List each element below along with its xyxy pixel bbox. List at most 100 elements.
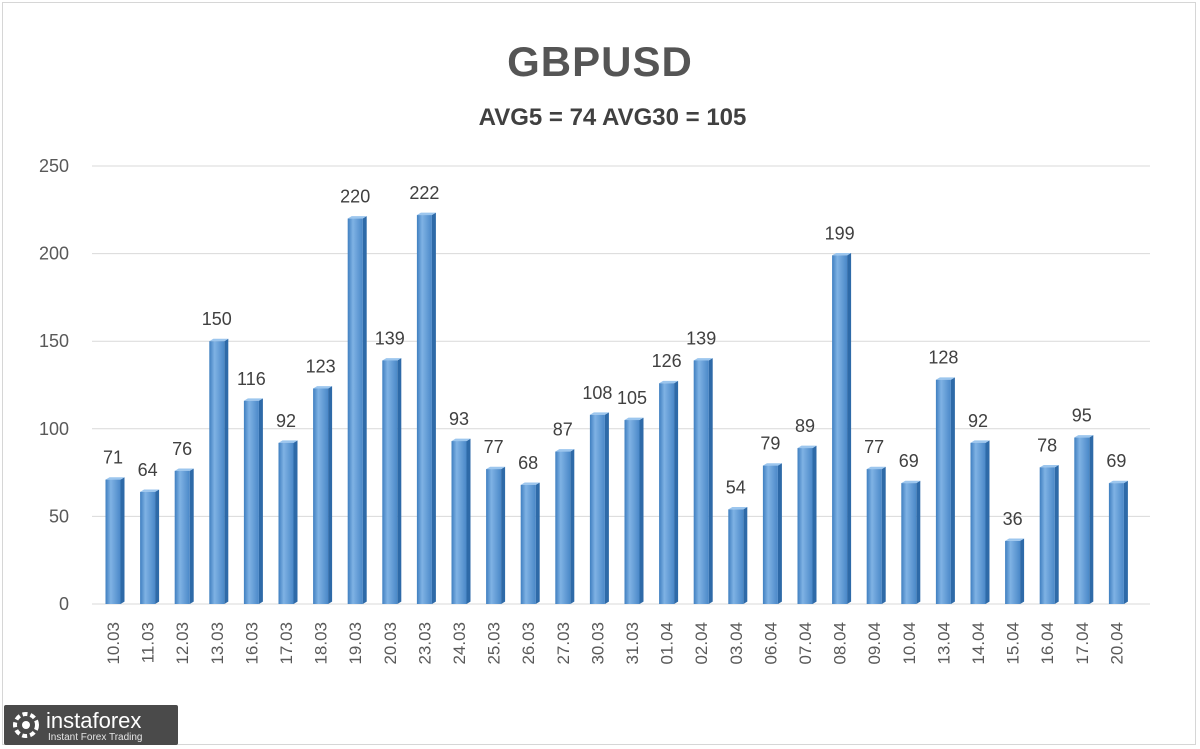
bar-side: [535, 482, 540, 604]
bar: [416, 212, 436, 604]
y-tick-label: 50: [49, 506, 69, 526]
bar: [935, 377, 955, 604]
bar-side: [604, 412, 609, 604]
bar-top: [1039, 464, 1059, 468]
bar: [762, 463, 782, 604]
x-tick-label: 12.03: [173, 622, 192, 665]
bar-top: [105, 477, 125, 480]
bar-top: [555, 449, 575, 452]
bar: [520, 482, 540, 604]
bar-face: [1039, 467, 1055, 604]
data-label: 220: [340, 187, 370, 207]
bar-face: [1005, 540, 1021, 604]
y-tick-label: 250: [39, 156, 69, 176]
bar-face: [347, 218, 363, 604]
bar-side: [743, 506, 748, 604]
bar-side: [570, 449, 575, 604]
bar-face: [313, 388, 329, 604]
x-tick-label: 23.03: [415, 622, 434, 665]
bar: [140, 489, 160, 604]
bar-face: [901, 483, 917, 604]
data-label: 71: [103, 448, 123, 468]
x-tick-label: 17.04: [1073, 622, 1092, 665]
x-tick-label: 25.03: [485, 622, 504, 665]
data-label: 108: [582, 383, 612, 403]
bar-top: [243, 398, 263, 401]
bar-face: [624, 420, 640, 604]
bars: [105, 212, 1128, 605]
data-label: 116: [237, 369, 266, 389]
bar-face: [1108, 483, 1124, 604]
bar-top: [382, 358, 402, 361]
bar-side: [777, 463, 782, 604]
bar-side: [985, 440, 990, 604]
bar-side: [916, 480, 921, 604]
data-label: 126: [652, 351, 682, 371]
bar-face: [416, 215, 432, 604]
bar: [313, 386, 333, 604]
x-tick-label: 16.04: [1038, 622, 1057, 665]
bar-top: [589, 412, 609, 415]
bar-top: [970, 440, 990, 443]
data-label: 69: [899, 451, 919, 471]
x-tick-label: 24.03: [450, 622, 469, 665]
data-label: 128: [928, 348, 958, 368]
bar-face: [382, 360, 398, 604]
bar: [174, 468, 194, 604]
logo-wordmark: instaforex: [46, 708, 142, 733]
data-label: 105: [617, 388, 647, 408]
data-label: 150: [202, 309, 232, 329]
bar-top: [693, 358, 713, 361]
x-tick-label: 06.04: [761, 622, 780, 665]
bar-top: [486, 466, 506, 470]
bar-top: [140, 489, 160, 492]
bar-side: [501, 466, 506, 604]
bar: [901, 480, 921, 604]
bar-side: [293, 440, 298, 604]
bar-side: [639, 417, 644, 604]
data-label: 36: [1003, 509, 1023, 529]
bar: [624, 417, 644, 604]
y-tick-label: 150: [39, 331, 69, 351]
data-label: 68: [518, 453, 538, 473]
bar-face: [659, 383, 675, 604]
data-label: 69: [1106, 451, 1126, 471]
bar-face: [486, 469, 502, 604]
data-label: 77: [864, 437, 884, 457]
y-tick-label: 200: [39, 244, 69, 264]
data-label: 79: [760, 434, 780, 454]
bar-side: [397, 358, 402, 604]
bar-face: [105, 479, 121, 604]
x-tick-label: 16.03: [242, 622, 261, 665]
x-tick-label: 27.03: [554, 622, 573, 665]
bar-face: [209, 341, 225, 604]
bar-top: [313, 386, 333, 389]
bar-face: [1074, 437, 1090, 604]
bar-face: [278, 442, 294, 604]
bar-side: [189, 468, 194, 604]
bar-face: [693, 360, 709, 604]
bar-side: [881, 466, 886, 604]
bar: [105, 477, 125, 604]
bar: [589, 412, 609, 604]
chart-subtitle: AVG5 = 74 AVG30 = 105: [478, 104, 747, 131]
x-tick-label: 18.03: [312, 622, 331, 665]
bar-top: [728, 506, 748, 510]
bar-side: [120, 477, 125, 604]
bar-face: [520, 484, 536, 604]
bar-side: [1020, 538, 1025, 604]
bar-top: [935, 377, 955, 380]
bar-top: [451, 438, 471, 442]
x-tick-label: 13.03: [208, 622, 227, 665]
bar-top: [797, 445, 817, 449]
bar-face: [970, 442, 986, 604]
bar-face: [832, 255, 848, 605]
bar-face: [140, 491, 156, 604]
bar-side: [258, 398, 263, 604]
bar: [243, 398, 263, 604]
bar: [728, 506, 748, 604]
bar: [209, 338, 229, 604]
bar-side: [847, 252, 852, 604]
y-tick-label: 100: [39, 419, 69, 439]
